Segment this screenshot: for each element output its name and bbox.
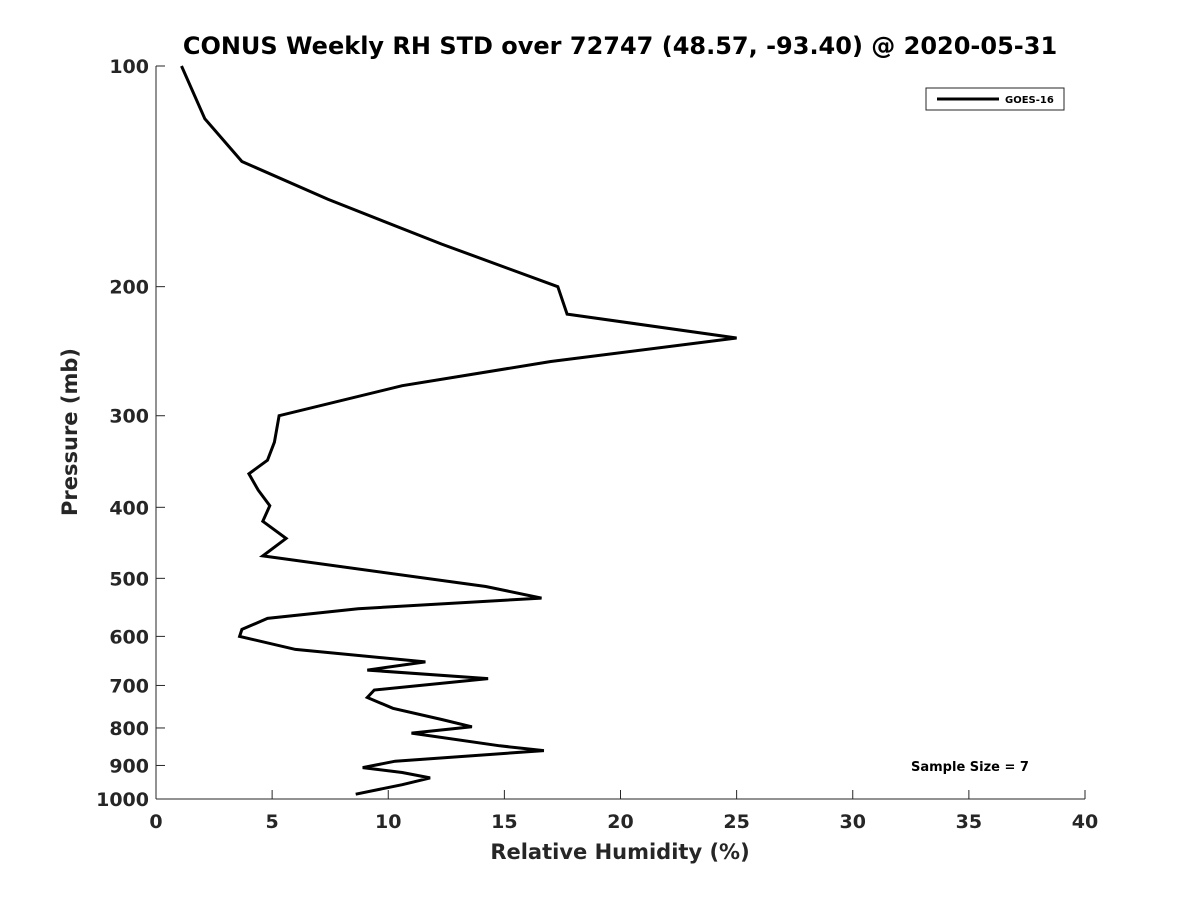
chart-title: CONUS Weekly RH STD over 72747 (48.57, -… (183, 32, 1057, 60)
y-tick-label: 900 (109, 755, 149, 777)
series-layer (180, 65, 737, 796)
y-tick-label: 100 (109, 56, 149, 78)
legend: GOES-16 (925, 87, 1065, 111)
series-line-goes-16 (180, 65, 737, 796)
x-tick-label: 35 (956, 811, 982, 833)
x-tick-label: 20 (607, 811, 633, 833)
legend-label-goes-16: GOES-16 (1005, 95, 1054, 106)
y-tick-label: 600 (109, 626, 149, 648)
sample-size-annotation: Sample Size = 7 (911, 760, 1029, 775)
x-axis-label: Relative Humidity (%) (490, 840, 749, 864)
y-tick-label: 800 (109, 718, 149, 740)
x-tick-label: 30 (840, 811, 866, 833)
y-axis-label: Pressure (mb) (58, 348, 82, 516)
y-tick-label: 500 (109, 568, 149, 590)
x-tick-label: 10 (375, 811, 401, 833)
x-axis-ticks: 0 5 10 15 20 25 30 35 40 (149, 790, 1098, 833)
x-tick-label: 0 (149, 811, 162, 833)
y-tick-label: 400 (109, 497, 149, 519)
y-tick-label: 700 (109, 675, 149, 697)
x-tick-label: 5 (266, 811, 279, 833)
plot-frame (155, 66, 1085, 800)
y-axis-ticks: 100 200 300 400 500 600 700 800 900 1000 (96, 56, 165, 811)
x-tick-label: 15 (491, 811, 517, 833)
y-tick-label: 200 (109, 277, 149, 299)
y-tick-label: 1000 (96, 789, 149, 811)
y-tick-label: 300 (109, 406, 149, 428)
x-tick-label: 25 (723, 811, 749, 833)
x-tick-label: 40 (1072, 811, 1098, 833)
